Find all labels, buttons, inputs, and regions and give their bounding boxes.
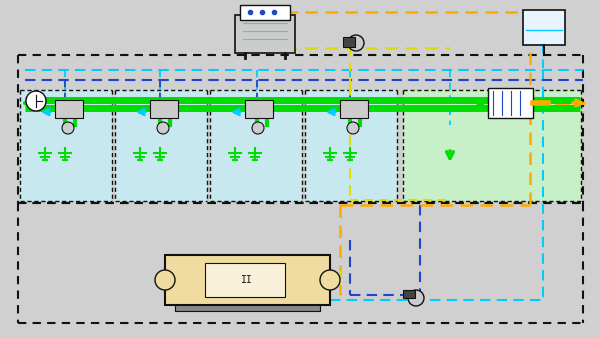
- Bar: [523, 10, 565, 45]
- Bar: [340, 100, 368, 118]
- Bar: [55, 100, 83, 118]
- Bar: [20, 90, 112, 201]
- Bar: [488, 88, 533, 118]
- Bar: [165, 255, 330, 305]
- Circle shape: [320, 270, 340, 290]
- Bar: [205, 263, 285, 297]
- Circle shape: [26, 91, 46, 111]
- Bar: [245, 100, 273, 118]
- Bar: [150, 100, 178, 118]
- Text: II: II: [241, 275, 253, 285]
- Circle shape: [347, 122, 359, 134]
- Circle shape: [157, 122, 169, 134]
- Circle shape: [252, 122, 264, 134]
- Circle shape: [348, 35, 364, 51]
- Bar: [175, 305, 320, 311]
- Bar: [240, 5, 290, 20]
- Circle shape: [155, 270, 175, 290]
- Bar: [305, 90, 397, 201]
- Bar: [343, 37, 355, 47]
- Circle shape: [62, 122, 74, 134]
- Bar: [235, 15, 295, 53]
- Circle shape: [408, 290, 424, 306]
- Bar: [210, 90, 302, 201]
- Bar: [403, 90, 581, 201]
- Bar: [403, 290, 415, 298]
- Bar: [115, 90, 207, 201]
